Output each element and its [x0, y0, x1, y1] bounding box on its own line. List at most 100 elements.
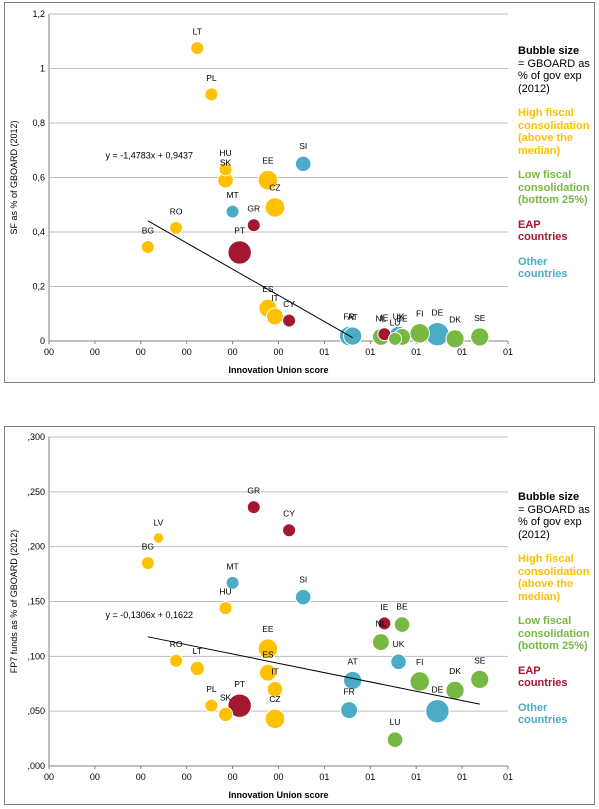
point-label-hu: HU	[219, 587, 231, 597]
bubble-dk	[445, 680, 465, 700]
point-label-lu: LU	[390, 317, 401, 327]
trendline	[147, 220, 353, 339]
bubble-bg	[140, 239, 155, 254]
x-tick-label: 00	[273, 772, 283, 782]
point-label-dk: DK	[449, 666, 461, 676]
point-label-cy: CY	[283, 299, 295, 309]
x-axis-label: Innovation Union score	[228, 365, 328, 375]
point-label-ee: EE	[262, 624, 274, 634]
x-tick-label: 00	[136, 772, 146, 782]
x-tick-label: 01	[365, 347, 375, 357]
point-label-ro: RO	[170, 206, 183, 216]
y-tick-label: ,000	[27, 761, 45, 771]
point-label-at: AT	[348, 656, 358, 666]
bubble-lu	[386, 731, 404, 748]
point-label-es: ES	[262, 649, 274, 659]
bubble-lt	[189, 660, 205, 677]
x-tick-label: 00	[182, 347, 192, 357]
point-label-ie: IE	[380, 313, 388, 323]
bubble-hu	[218, 162, 233, 177]
bubble-pt	[227, 240, 252, 265]
legend-size-text: = GBOARD as % of gov exp (2012)	[518, 57, 590, 95]
bubble-es	[258, 663, 277, 682]
bubble-nl	[371, 633, 390, 652]
bubble-pt	[227, 693, 252, 718]
bubble-ro	[169, 220, 184, 235]
legend-low: Low fiscal consolidation (bottom 25%)	[518, 615, 590, 652]
point-label-fr: FR	[343, 687, 354, 697]
point-label-be: BE	[396, 602, 408, 612]
x-tick-label: 00	[136, 347, 146, 357]
bubble-fr	[340, 701, 359, 720]
y-axis-label: SF as % of GBOARD (2012)	[9, 120, 19, 234]
chart-panel-2: ,000 ,050 ,100 ,150 ,200 ,250 ,300 00 00 00 00 00 00…	[4, 426, 595, 805]
bubble-it	[266, 680, 284, 698]
legend-high: High fiscal consolidation (above the med…	[518, 107, 590, 157]
bubble-gr	[246, 500, 261, 515]
point-label-sk: SK	[220, 692, 232, 702]
bubble-bg	[140, 556, 155, 571]
legend-other: Other countries	[518, 255, 568, 281]
point-label-cz: CZ	[269, 183, 280, 193]
point-label-pt: PT	[234, 679, 245, 689]
point-label-uk: UK	[393, 311, 405, 321]
bubble-fi	[409, 323, 430, 344]
x-tick-label: 01	[365, 772, 375, 782]
bubble-si	[294, 155, 312, 173]
bubble-si	[294, 588, 312, 606]
point-label-de: DE	[431, 684, 443, 694]
trendline	[147, 636, 480, 705]
y-tick-label: ,300	[27, 432, 45, 442]
chart2-legend: Bubble size = GBOARD as % of gov exp (20…	[518, 491, 592, 727]
x-tick-label: 01	[319, 772, 329, 782]
bubble-mt	[225, 575, 240, 590]
point-label-at: AT	[348, 312, 358, 322]
point-label-fi: FI	[416, 657, 424, 667]
legend-low: Low fiscal consolidation (bottom 25%)	[518, 169, 590, 206]
point-label-lt: LT	[193, 646, 202, 656]
point-label-lv: LV	[154, 518, 164, 528]
point-label-lu: LU	[390, 717, 401, 727]
point-label-it: IT	[271, 666, 279, 676]
bubble-uk	[390, 653, 407, 671]
point-label-nl: NL	[375, 313, 386, 323]
bubble-lv	[152, 532, 165, 544]
point-label-gr: GR	[247, 486, 260, 496]
point-label-fr: FR	[343, 311, 354, 321]
point-label-dk: DK	[449, 315, 461, 325]
legend-high: High fiscal consolidation (above the med…	[518, 553, 590, 603]
point-label-hu: HU	[219, 148, 231, 158]
point-label-es: ES	[262, 284, 274, 294]
point-label-pl: PL	[206, 73, 217, 83]
legend-other: Other countries	[518, 701, 568, 727]
point-label-si: SI	[299, 141, 307, 151]
point-label-cz: CZ	[269, 694, 280, 704]
point-label-ie: IE	[380, 602, 388, 612]
x-tick-label: 01	[503, 347, 513, 357]
x-tick-label: 00	[44, 772, 54, 782]
x-axis-label: Innovation Union score	[228, 790, 328, 800]
bubble-gr	[246, 218, 261, 233]
point-label-it: IT	[271, 293, 279, 303]
bubble-sk	[217, 706, 234, 723]
point-label-sk: SK	[220, 157, 232, 167]
chart2-plot: ,000 ,050 ,100 ,150 ,200 ,250 ,300 00 00 00 00 00 00…	[9, 432, 513, 800]
bubble-ro	[169, 653, 184, 668]
bubble-cz	[264, 197, 286, 218]
y-tick-label: 0,8	[32, 118, 45, 128]
chart1-legend: Bubble size = GBOARD as % of gov exp (20…	[518, 45, 592, 281]
x-tick-label: 01	[411, 772, 421, 782]
x-tick-label: 01	[503, 772, 513, 782]
x-tick-label: 00	[44, 347, 54, 357]
y-tick-label: 1,2	[32, 9, 45, 19]
y-tick-label: 1	[40, 64, 45, 74]
y-axis-label: FP7 funds as % of GBOARD (2012)	[9, 530, 19, 674]
bubble-hu	[218, 601, 233, 616]
x-tick-label: 00	[90, 772, 100, 782]
y-tick-label: 0,6	[32, 173, 45, 183]
bubble-dk	[445, 329, 465, 349]
point-label-lt: LT	[193, 27, 202, 37]
legend-size-title: Bubble size	[518, 45, 580, 57]
bubble-ee	[257, 169, 279, 191]
point-label-mt: MT	[226, 190, 238, 200]
